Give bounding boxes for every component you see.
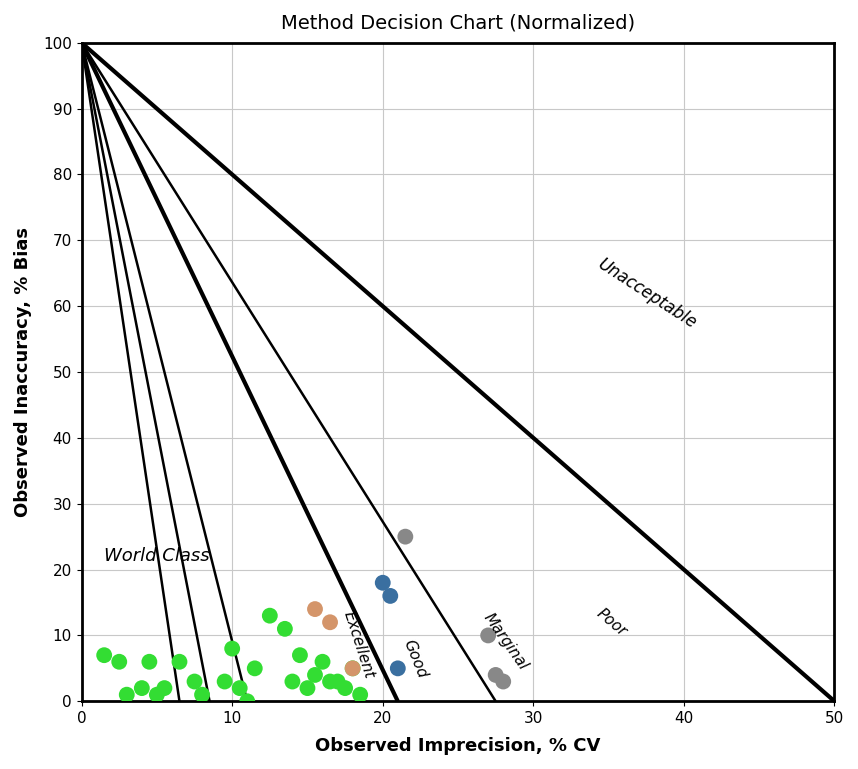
Point (248, 662, 262, 674)
Point (346, 662, 360, 674)
Point (293, 649, 307, 661)
Point (226, 642, 239, 654)
Point (240, 695, 254, 707)
Point (353, 688, 367, 701)
Point (308, 603, 322, 615)
Point (398, 531, 412, 543)
Point (112, 656, 126, 668)
Point (196, 688, 209, 701)
Point (346, 662, 360, 674)
Text: Poor: Poor (594, 605, 630, 639)
Point (188, 675, 202, 687)
Point (218, 675, 232, 687)
Text: Excellent: Excellent (341, 610, 377, 681)
Point (481, 629, 495, 641)
Title: Method Decision Chart (Normalized): Method Decision Chart (Normalized) (281, 14, 635, 33)
Point (233, 682, 246, 694)
Point (391, 662, 405, 674)
Point (376, 577, 390, 589)
Point (316, 656, 329, 668)
Text: Good: Good (401, 637, 430, 680)
Point (323, 616, 337, 628)
Point (278, 623, 292, 635)
Point (97, 649, 111, 661)
Text: World Class: World Class (104, 548, 210, 565)
Point (286, 675, 299, 687)
Point (489, 669, 503, 681)
Point (308, 669, 322, 681)
Point (384, 590, 397, 602)
Point (300, 682, 314, 694)
Point (323, 675, 337, 687)
Text: Unacceptable: Unacceptable (594, 255, 699, 331)
Point (120, 688, 134, 701)
Point (263, 610, 276, 622)
Point (496, 675, 510, 687)
Point (150, 688, 164, 701)
Y-axis label: Observed Inaccuracy, % Bias: Observed Inaccuracy, % Bias (14, 227, 32, 517)
Point (330, 675, 344, 687)
Point (142, 656, 156, 668)
Text: Marginal: Marginal (480, 611, 531, 674)
Point (158, 682, 172, 694)
Point (338, 682, 352, 694)
Point (135, 682, 148, 694)
Point (172, 656, 186, 668)
X-axis label: Observed Imprecision, % CV: Observed Imprecision, % CV (316, 737, 601, 755)
